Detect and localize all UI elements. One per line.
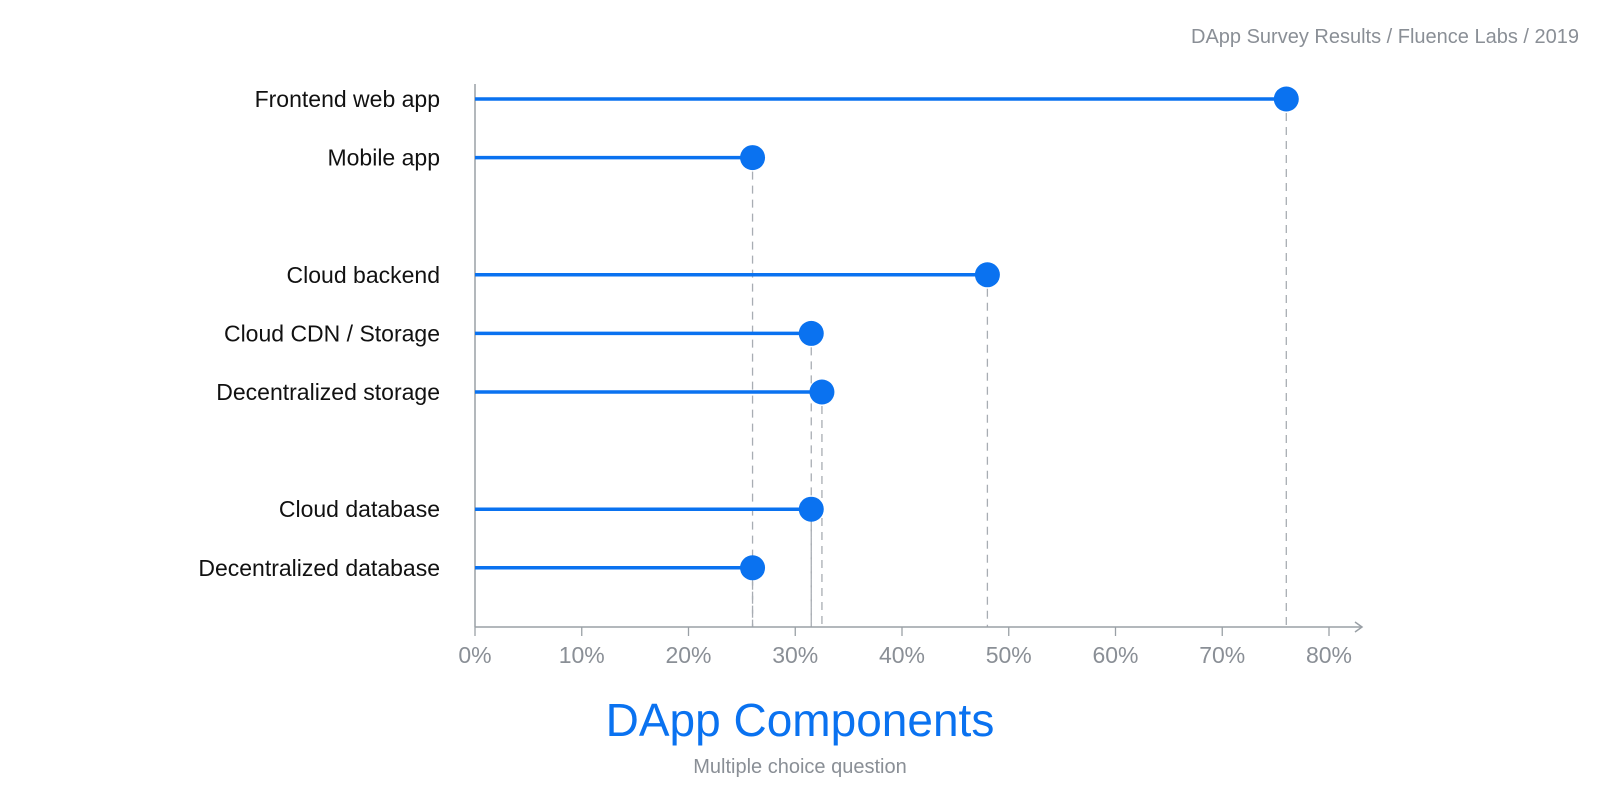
lollipop-dot <box>974 262 1000 288</box>
category-label: Decentralized storage <box>216 379 440 405</box>
category-label: Decentralized database <box>198 555 440 581</box>
x-tick-label: 50% <box>986 642 1032 668</box>
chart-subtitle: Multiple choice question <box>693 756 906 778</box>
x-tick-label: 60% <box>1092 642 1138 668</box>
x-tick-label: 20% <box>665 642 711 668</box>
category-label: Frontend web app <box>255 86 440 112</box>
category-label: Cloud CDN / Storage <box>224 320 440 346</box>
lollipop-dot <box>798 320 824 346</box>
x-tick-label: 0% <box>458 642 491 668</box>
x-tick-label: 40% <box>879 642 925 668</box>
lollipop-stems <box>475 97 1287 570</box>
chart-title: DApp Components <box>606 694 995 746</box>
lollipop-dot <box>1273 86 1299 112</box>
category-labels: Frontend web app Mobile app Cloud backend C… <box>198 86 440 581</box>
category-label: Cloud backend <box>287 262 440 288</box>
x-axis-ticks: 0% 10% 20% 30% 40% 50% 60% 70% 80% <box>458 627 1352 668</box>
lollipop-dot <box>740 555 766 581</box>
category-label: Cloud database <box>279 496 440 522</box>
x-tick-label: 10% <box>559 642 605 668</box>
lollipop-dot <box>809 379 835 405</box>
category-label: Mobile app <box>327 145 440 171</box>
lollipop-dot <box>798 496 824 522</box>
axes <box>474 84 1364 633</box>
x-axis-arrow <box>1354 621 1364 633</box>
source-label: DApp Survey Results / Fluence Labs / 201… <box>1191 26 1579 48</box>
lollipop-dot <box>740 145 766 171</box>
lollipop-dots <box>740 86 1299 581</box>
x-tick-label: 30% <box>772 642 818 668</box>
x-tick-label: 70% <box>1199 642 1245 668</box>
guide-lines <box>751 99 1287 627</box>
x-tick-label: 80% <box>1306 642 1352 668</box>
